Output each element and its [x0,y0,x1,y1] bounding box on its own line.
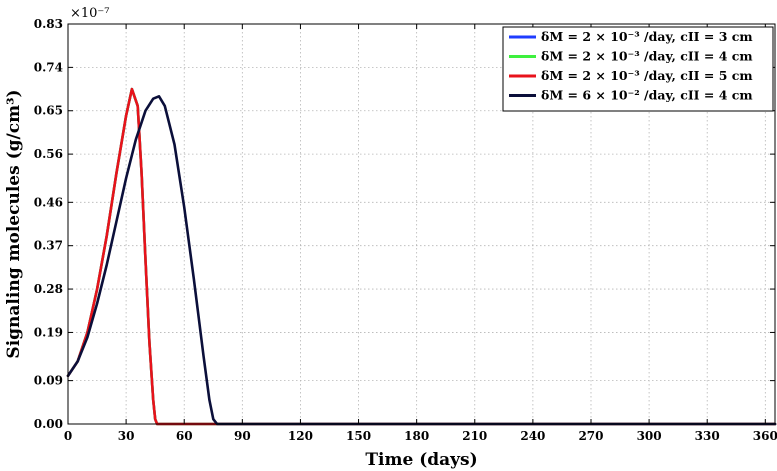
x-tick-label: 180 [404,429,429,443]
series-line-4 [66,95,777,426]
y-tick-label: 0.37 [34,239,63,253]
legend: δM = 2 × 10⁻³ /day, cII = 3 cm δM = 2 × 1… [502,26,774,112]
y-tick-label: 0.74 [34,60,63,74]
legend-label-3: δM = 2 × 10⁻³ /day, cII = 5 cm [541,68,753,83]
x-tick-label: 0 [64,429,72,443]
y-exponent-label: ×10⁻⁷ [70,6,110,21]
x-tick-label: 120 [288,429,313,443]
plot-frame [67,23,776,425]
y-tick-label: 0.56 [34,147,63,161]
y-axis-title: Signaling molecules (g/cm³) [4,89,24,358]
y-tick-label: 0.83 [34,17,63,31]
legend-label-1: δM = 2 × 10⁻³ /day, cII = 3 cm [541,29,753,44]
x-tick-label: 240 [520,429,545,443]
y-tick-label: 0.65 [34,104,63,118]
x-axis-title: Time (days) [365,450,477,470]
x-tick-label: 90 [234,429,251,443]
x-tick-label: 270 [578,429,603,443]
x-tick-label: 330 [695,429,720,443]
y-tick-label: 0.09 [34,374,63,388]
x-tick-label: 210 [462,429,487,443]
y-tick-label: 0.19 [34,325,63,339]
axis-ticks: 0 30 60 90 120 150 180 210 240 270 300 330 360 0.00 0.… [34,17,777,443]
legend-label-4: δM = 6 × 10⁻² /day, cII = 4 cm [541,88,753,103]
legend-box [502,26,774,112]
x-tick-label: 150 [346,429,371,443]
series-layer [66,87,777,426]
y-tick-label: 0.00 [34,417,63,431]
x-tick-label: 360 [753,429,777,443]
x-tick-label: 60 [176,429,193,443]
y-tick-label: 0.28 [34,282,63,296]
x-tick-label: 30 [118,429,135,443]
x-tick-label: 300 [637,429,662,443]
y-tick-label: 0.46 [34,195,63,209]
legend-label-2: δM = 2 × 10⁻³ /day, cII = 4 cm [541,49,753,64]
